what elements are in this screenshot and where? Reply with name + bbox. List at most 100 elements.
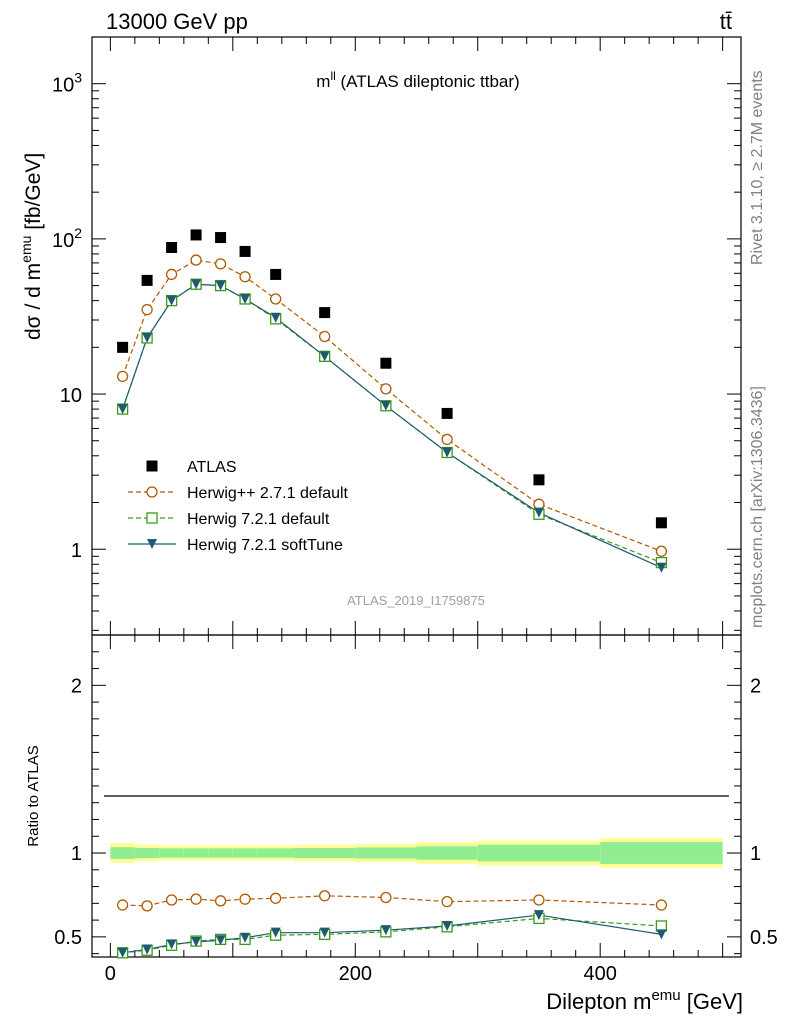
atlas-point	[270, 268, 282, 280]
legend-label: Herwig 7.2.1 default	[187, 511, 330, 528]
energy-label: 13000 GeV pp	[106, 9, 248, 34]
ratio-panel: 0.5 0.5 1 1 2 2 0 200 400 Ratio to ATLAS Dilept…	[25, 634, 778, 1014]
herwigpp-point	[190, 893, 202, 905]
atlas-point	[319, 307, 331, 319]
herwigpp-point	[441, 896, 453, 908]
softtune-point	[117, 947, 128, 958]
herwigpp-point	[319, 890, 331, 902]
watermark: ATLAS_2019_I1759875	[347, 593, 485, 608]
ratio-x-tick-labels: 0 200 400	[105, 963, 617, 985]
herwigpp-ratio-line	[122, 895, 662, 907]
herwigpp-point	[380, 383, 392, 395]
herwigpp-point	[141, 900, 153, 912]
softtune-point	[442, 920, 453, 931]
atlas-point	[441, 407, 453, 419]
main-title-sup: ll	[330, 69, 335, 83]
main-series	[116, 229, 668, 573]
ratio-plot-frame	[91, 634, 742, 958]
softtune-point	[166, 295, 177, 306]
herwigpp-point	[270, 892, 282, 904]
herwigpp-point	[214, 895, 227, 907]
x-tick-label: 200	[339, 963, 372, 985]
softtune-point	[270, 312, 281, 323]
xlabel-rest: [GeV]	[681, 989, 743, 1014]
main-y-tick-label: 103	[52, 70, 82, 97]
ratio-y-tick-label-right: 1	[750, 843, 761, 865]
band-inner	[159, 848, 184, 858]
ratio-y-tick-labels: 0.5 0.5 1 1 2 2	[54, 675, 778, 949]
band-inner	[183, 848, 209, 858]
herwigpp-point	[165, 894, 178, 906]
herwigpp-point	[146, 486, 158, 498]
softtune-point	[656, 562, 667, 573]
softtune-point	[380, 400, 391, 411]
xlabel-sup: emu	[651, 987, 680, 1004]
ratio-y-tick-label: 0.5	[54, 927, 82, 949]
band-inner	[600, 842, 723, 864]
herwigpp-point	[655, 545, 668, 557]
atlas-point	[146, 460, 158, 472]
herwigpp-point	[239, 271, 251, 283]
source-label: mcplots.cern.ch [arXiv:1306.3436]	[749, 386, 766, 628]
herwigpp-point	[190, 254, 202, 266]
band-inner	[355, 847, 417, 859]
main-ylabel-main: dσ / d m	[22, 263, 45, 340]
ratio-y-tick-label-right: 0.5	[750, 927, 778, 949]
atlas-point	[117, 341, 129, 353]
ratio-uncertainty-band	[110, 837, 723, 869]
main-ylabel-sup: emu	[18, 236, 34, 263]
softtune-point	[142, 332, 153, 343]
atlas-point	[215, 232, 227, 244]
main-y-axis-label: dσ / d memu [fb/GeV]	[18, 153, 45, 340]
softtune-point	[533, 910, 544, 921]
herwigpp-point	[655, 899, 668, 911]
softtune-point	[319, 927, 330, 938]
main-y-tick-label: 10	[60, 385, 82, 407]
main-y-tick-label: 102	[52, 225, 82, 252]
legend-label: Herwig++ 2.7.1 default	[187, 485, 349, 502]
main-ylabel-rest: [fb/GeV]	[22, 153, 45, 236]
process-label: tt̄	[720, 9, 732, 34]
atlas-point	[239, 245, 251, 257]
herwigpp-point	[165, 268, 178, 281]
softtune-point	[240, 932, 251, 943]
legend-label: ATLAS	[187, 459, 237, 476]
ratio-y-tick-label: 2	[71, 675, 82, 697]
main-title-rest: (ATLAS dileptonic ttbar)	[336, 72, 520, 91]
herwigpp-point	[141, 303, 153, 316]
softtune-point	[215, 935, 226, 946]
band-inner	[110, 847, 135, 859]
softtune-point	[191, 279, 202, 290]
band-inner	[232, 848, 258, 858]
herwigpp-line	[122, 259, 662, 552]
herwig721-ratio-line	[122, 917, 662, 954]
x-axis-label: Dilepton memu [GeV]	[546, 987, 743, 1014]
herwigpp-point	[239, 893, 251, 905]
herwigpp-point	[116, 370, 129, 383]
band-inner	[257, 848, 295, 858]
band-inner	[294, 847, 356, 859]
atlas-point	[166, 241, 178, 253]
herwigpp-point	[533, 894, 545, 906]
herwigpp-point	[319, 330, 331, 343]
atlas-point	[380, 357, 392, 369]
softtune-line	[122, 283, 662, 569]
band-inner	[134, 847, 160, 859]
band-inner	[477, 844, 601, 862]
softtune-point	[270, 927, 281, 938]
ratio-series	[116, 890, 668, 959]
herwigpp-point	[116, 899, 129, 911]
softtune-point	[380, 925, 391, 936]
softtune-point	[533, 507, 544, 518]
legend-label: Herwig 7.2.1 softTune	[187, 537, 343, 554]
herwigpp-point	[270, 293, 282, 305]
ratio-axis-ticks	[92, 634, 741, 957]
ratio-y-axis-label: Ratio to ATLAS	[25, 745, 42, 846]
softtune-point	[166, 939, 177, 950]
main-title-main: m	[316, 72, 330, 91]
herwigpp-point	[214, 258, 227, 270]
atlas-point	[141, 274, 153, 286]
